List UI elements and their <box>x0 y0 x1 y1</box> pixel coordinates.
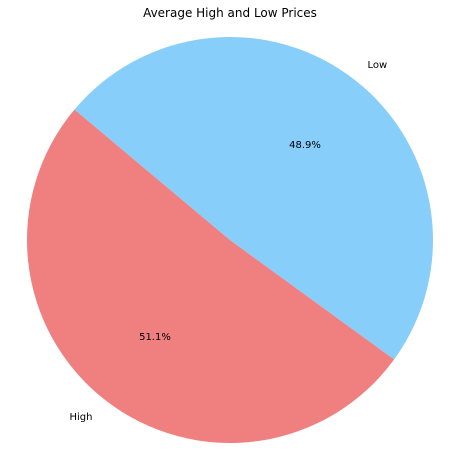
slice-label-high: High <box>69 412 92 423</box>
pie-slice-low <box>74 37 434 360</box>
slice-percent-low: 48.9% <box>289 140 321 151</box>
pie-slices <box>26 37 434 444</box>
slice-label-low: Low <box>368 60 388 71</box>
slice-percent-high: 51.1% <box>139 332 171 343</box>
pie-slice-high <box>26 109 395 444</box>
pie-labels: High 51.1% Low 48.9% <box>69 60 387 423</box>
chart-title: Average High and Low Prices <box>143 6 317 20</box>
